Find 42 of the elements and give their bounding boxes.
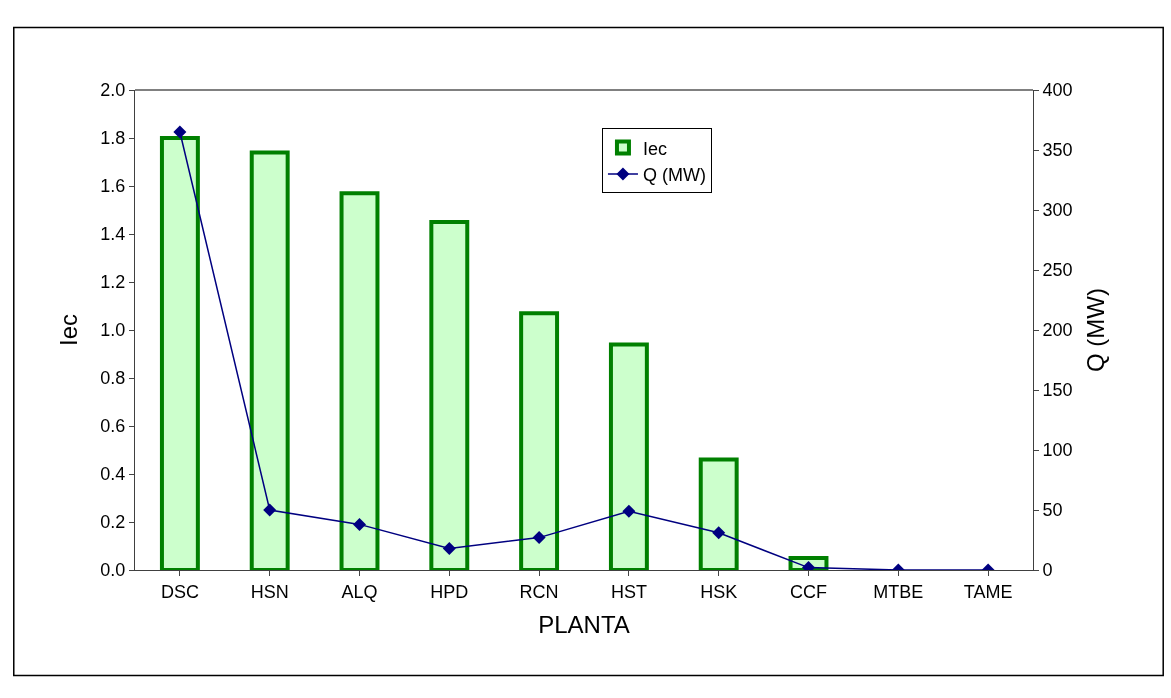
y-tick-label: 1.6: [100, 176, 126, 197]
point: [442, 541, 456, 555]
y2-tick-label: 200: [1042, 320, 1073, 341]
y-tick-label: 0.0: [100, 560, 126, 581]
y-tick-label: 0.6: [100, 416, 126, 437]
point: [173, 125, 187, 139]
x-tick-label: CCF: [790, 581, 827, 602]
y2-tick-label: 250: [1042, 260, 1073, 281]
x-axis-title: PLANTA: [538, 610, 630, 638]
y2-tick-label: 300: [1042, 200, 1073, 221]
y-tick-label: 0.8: [100, 368, 126, 389]
x-tick-label: TAME: [963, 581, 1013, 602]
legend-label: Iec: [642, 138, 667, 159]
y-tick-label: 1.2: [100, 272, 126, 293]
legend-label: Q (MW): [642, 165, 706, 186]
y2-tick-label: 150: [1042, 380, 1073, 401]
y2-tick-label: 400: [1042, 80, 1073, 101]
y-tick-label: 0.2: [100, 512, 126, 533]
point: [263, 503, 277, 517]
y2-axis-title: Q (MW): [1081, 288, 1109, 372]
point: [353, 517, 366, 531]
point: [712, 526, 726, 540]
y2-tick-label: 50: [1042, 500, 1063, 521]
x-tick-label: MTBE: [873, 581, 924, 602]
y2-tick-label: 0: [1042, 560, 1053, 581]
y-tick-label: 2.0: [100, 80, 126, 101]
point: [532, 531, 546, 545]
x-tick-label: DSC: [160, 581, 199, 602]
y2-tick-label: 350: [1042, 140, 1073, 161]
y-tick-label: 1.8: [100, 128, 126, 149]
x-tick-label: RCN: [519, 581, 559, 602]
x-tick-label: ALQ: [341, 581, 378, 602]
y2-tick-label: 100: [1042, 440, 1073, 461]
x-tick-label: HSK: [700, 581, 738, 602]
x-tick-label: HSN: [250, 581, 289, 602]
y-tick-label: 1.0: [100, 320, 126, 341]
point: [622, 504, 636, 518]
x-tick-label: HST: [610, 581, 647, 602]
y-tick-label: 0.4: [100, 464, 126, 485]
x-tick-label: HPD: [430, 581, 469, 602]
y-axis-title: Iec: [55, 313, 83, 347]
y-tick-label: 1.4: [100, 224, 126, 245]
